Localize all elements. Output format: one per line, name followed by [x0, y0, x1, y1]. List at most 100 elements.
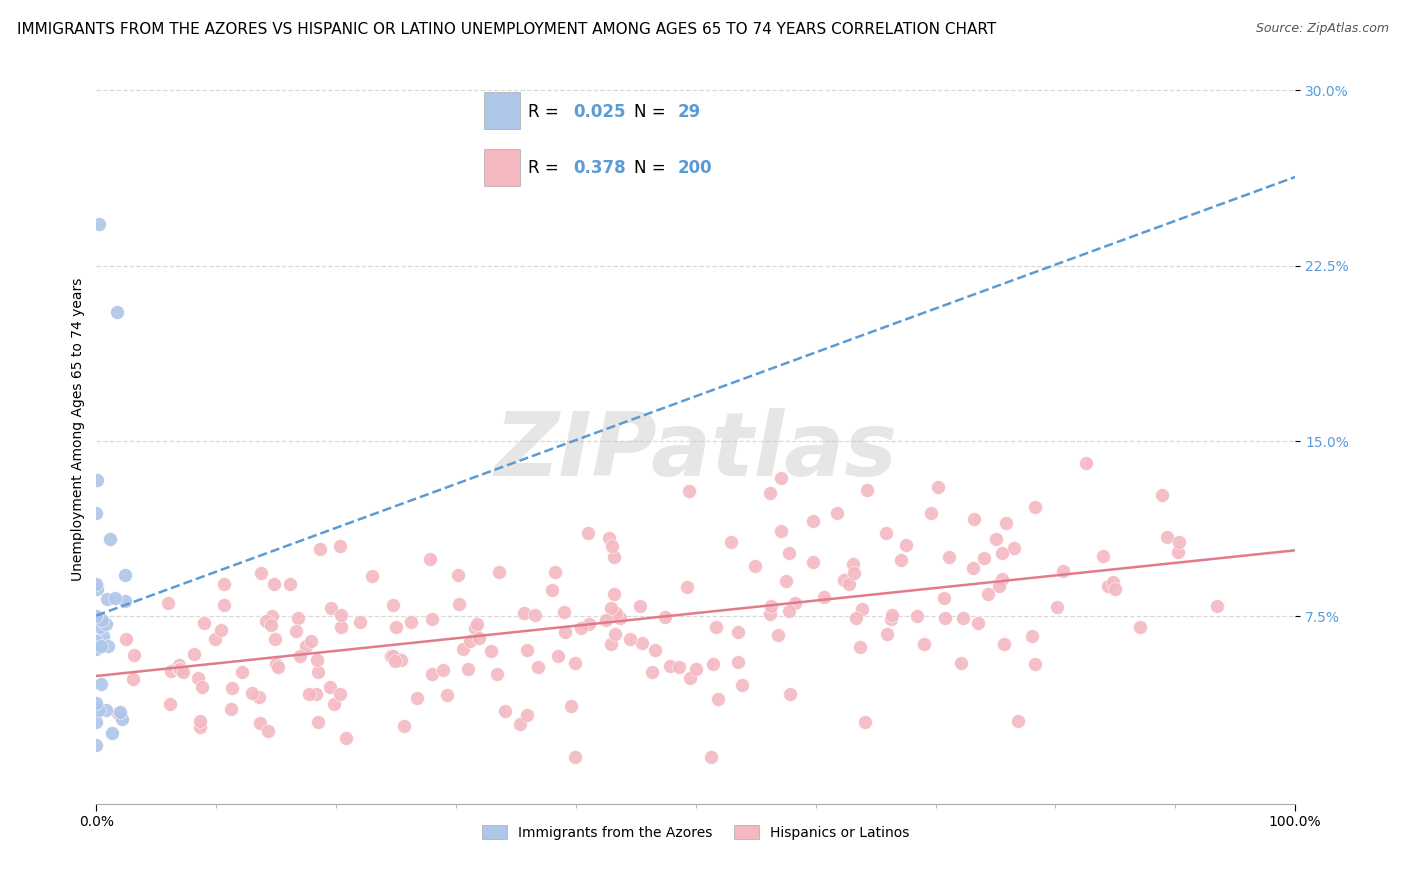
- Point: [240, 686, 263, 700]
- Point: [605, 606, 627, 620]
- Point: [260, 609, 283, 624]
- Point: [264, 657, 287, 671]
- Point: [744, 558, 766, 573]
- Point: [720, 535, 742, 549]
- Point: [727, 625, 749, 640]
- Point: [321, 601, 343, 615]
- Point: [1074, 457, 1097, 471]
- Point: [384, 620, 406, 634]
- Point: [90, 676, 112, 690]
- Point: [932, 591, 955, 606]
- Point: [420, 666, 443, 681]
- Point: [609, 611, 631, 625]
- Point: [1167, 545, 1189, 559]
- Point: [676, 580, 699, 594]
- Point: [920, 506, 942, 520]
- Point: [995, 516, 1018, 530]
- Point: [309, 542, 332, 557]
- Point: [770, 524, 793, 538]
- Point: [105, 305, 128, 319]
- Point: [204, 632, 226, 647]
- Point: [654, 610, 676, 624]
- Point: [1045, 600, 1067, 615]
- Point: [307, 665, 329, 679]
- Point: [160, 665, 183, 679]
- Point: [389, 653, 412, 667]
- Point: [801, 514, 824, 528]
- Point: [97, 639, 120, 653]
- Point: [628, 599, 651, 613]
- Point: [1104, 582, 1126, 596]
- Point: [678, 484, 700, 499]
- Point: [976, 587, 998, 601]
- Point: [679, 672, 702, 686]
- Point: [905, 609, 928, 624]
- Point: [880, 612, 903, 626]
- Point: [603, 586, 626, 600]
- Point: [779, 545, 801, 559]
- Point: [641, 665, 664, 679]
- Point: [250, 566, 273, 581]
- Point: [298, 688, 321, 702]
- Point: [360, 569, 382, 583]
- Point: [486, 667, 509, 681]
- Point: [1002, 541, 1025, 556]
- Point: [104, 591, 127, 605]
- Point: [167, 662, 190, 676]
- Point: [288, 648, 311, 663]
- Point: [516, 708, 538, 723]
- Point: [952, 611, 974, 625]
- Point: [988, 579, 1011, 593]
- Point: [86, 506, 108, 520]
- Point: [259, 618, 281, 632]
- Point: [685, 662, 707, 676]
- Point: [263, 577, 285, 591]
- Point: [706, 692, 728, 706]
- Point: [231, 665, 253, 680]
- Point: [564, 749, 586, 764]
- Point: [644, 643, 666, 657]
- Point: [254, 614, 277, 628]
- Point: [384, 654, 406, 668]
- Point: [938, 550, 960, 565]
- Point: [329, 608, 352, 623]
- Point: [115, 632, 138, 647]
- Point: [769, 471, 792, 485]
- Point: [122, 648, 145, 662]
- Point: [349, 615, 371, 629]
- Point: [479, 644, 502, 658]
- Point: [759, 486, 782, 500]
- Point: [659, 658, 682, 673]
- Point: [1021, 629, 1043, 643]
- Point: [544, 566, 567, 580]
- Legend: Immigrants from the Azores, Hispanics or Latinos: Immigrants from the Azores, Hispanics or…: [477, 820, 915, 846]
- Point: [284, 624, 307, 639]
- Point: [86, 738, 108, 752]
- Text: ZIPatlas: ZIPatlas: [495, 409, 897, 495]
- Point: [263, 632, 285, 647]
- Point: [405, 691, 427, 706]
- Point: [494, 704, 516, 718]
- Point: [1052, 565, 1074, 579]
- Point: [855, 483, 877, 498]
- Point: [169, 662, 191, 676]
- Point: [122, 672, 145, 686]
- Point: [94, 617, 117, 632]
- Point: [727, 655, 749, 669]
- Point: [600, 539, 623, 553]
- Point: [87, 703, 110, 717]
- Point: [193, 615, 215, 630]
- Point: [86, 714, 108, 729]
- Point: [159, 697, 181, 711]
- Point: [603, 627, 626, 641]
- Point: [465, 616, 488, 631]
- Point: [813, 590, 835, 604]
- Point: [766, 628, 789, 642]
- Point: [1156, 530, 1178, 544]
- Point: [381, 599, 404, 613]
- Point: [488, 566, 510, 580]
- Point: [700, 749, 723, 764]
- Point: [191, 680, 214, 694]
- Point: [704, 619, 727, 633]
- Point: [1092, 549, 1115, 564]
